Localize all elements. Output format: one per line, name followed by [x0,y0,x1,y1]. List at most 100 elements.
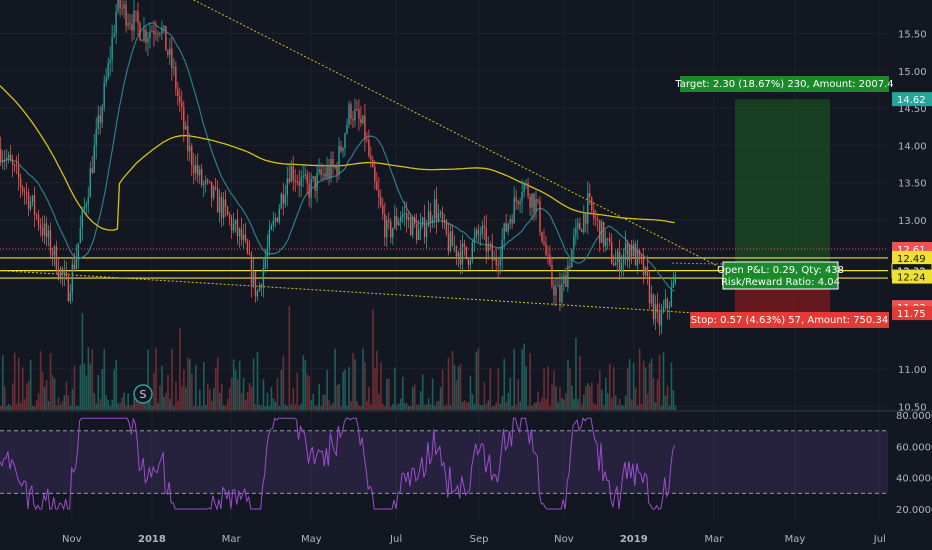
candle-body [73,264,76,269]
volume-bar [356,400,358,410]
volume-bar [455,380,458,410]
volume-bar [565,392,567,410]
candle-body [523,183,525,193]
candle-body [101,106,103,123]
candle-body [324,173,326,177]
candle-body [0,149,2,163]
candle-body [608,238,611,242]
candle-body [463,243,466,247]
trendlines[interactable] [0,0,881,325]
volume-bar [497,368,500,410]
candle-body [585,213,587,224]
candle-body [191,146,193,166]
volume-bar [398,403,400,410]
volume-bar [250,386,253,410]
candle-body [567,265,569,287]
volume-bar [501,395,504,410]
candle-body [453,246,456,248]
candle-body [328,167,330,178]
candle-body [125,4,127,26]
volume-bar [370,404,372,410]
volume-bar [342,371,344,410]
candle-body [579,223,581,230]
candle-body [141,40,143,42]
volume-bar [254,404,257,410]
candle-body [435,199,438,221]
profit-zone [735,99,830,271]
volume-bar [59,404,62,410]
volume-bar [400,398,402,410]
volume-bar [491,405,494,410]
candle-body [79,227,81,244]
volume-bar [419,391,422,410]
volume-bar [429,404,432,410]
candle-body [109,59,111,63]
candle-body [274,217,277,221]
candle-body [244,234,247,241]
time-tick-label: Mar [704,534,724,545]
candle-body [298,181,300,186]
candle-body [417,229,420,241]
candle-body [427,211,430,227]
candle-body [372,159,374,168]
candle-body [451,231,454,247]
price-label-text: 12.24 [897,273,926,284]
candle-body [318,168,320,173]
volume-bar [163,397,165,410]
candle-body [636,249,639,266]
volume-bar [19,402,22,410]
candle-body [433,199,436,220]
horizontal-levels[interactable] [0,248,888,279]
pnl-label-bg [722,261,839,290]
volume-bar [610,397,613,410]
volume-bar [238,360,241,410]
volume-bar [608,364,611,410]
candle-body [322,173,324,175]
candle-body [358,109,360,119]
candle-body [246,240,249,254]
volume-bar [123,392,125,410]
candle-body [161,28,163,34]
volume-bar [69,405,72,410]
candle-body [429,211,432,223]
volume-bar [260,405,263,410]
candle-body [495,258,497,265]
time-tick-label: Sep [470,534,489,545]
volume-bar [535,402,537,410]
candle-body [220,196,223,218]
candle-body [316,172,318,191]
candle-body [360,118,362,124]
candle-body [149,31,151,38]
volume-bar [372,309,374,410]
volume-bar [308,376,311,410]
volume-bar [658,354,661,410]
volume-bar [662,351,665,410]
candle-body [509,219,511,224]
volume-bar [177,401,179,410]
candle-body [407,217,410,220]
volume-bar [266,393,269,410]
volume-bar [360,405,362,410]
volume-bar [181,385,183,410]
candle-body [517,201,519,205]
candle-body [302,175,304,177]
candle-body [95,129,97,146]
volume-bar [368,386,370,410]
volume-bar [340,405,342,410]
volume-bar [485,403,488,410]
candle-body [171,48,173,69]
volume-bar [93,393,96,410]
candle-body [195,164,197,174]
candle-body [352,119,354,121]
volume-bar [258,404,261,410]
candle-body [415,223,418,241]
candle-body [469,260,472,265]
volume-bar [189,358,191,410]
volume-bar [573,398,575,410]
candle-body [497,264,499,266]
candle-body [413,216,416,224]
candle-body [278,208,281,222]
candle-body [479,234,482,236]
volume-bar [310,400,313,410]
